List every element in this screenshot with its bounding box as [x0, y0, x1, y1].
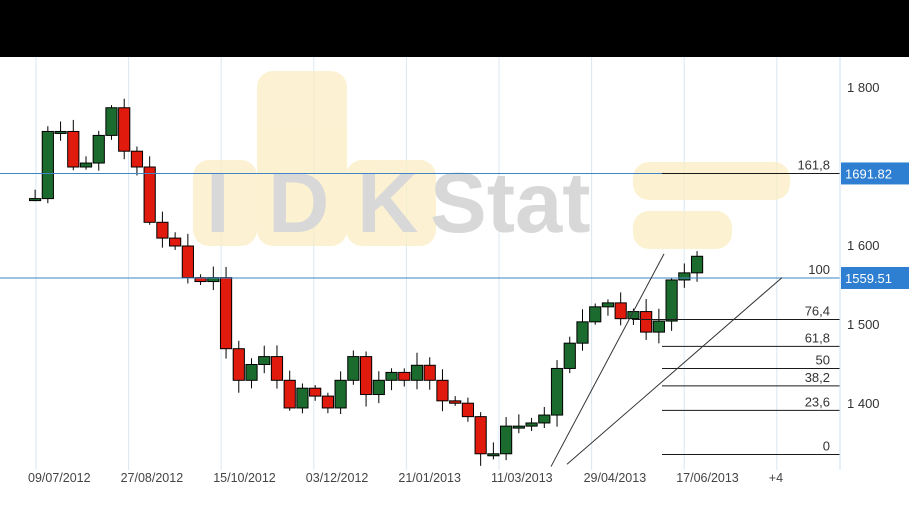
svg-text:27/08/2012: 27/08/2012 [121, 471, 184, 485]
svg-text:21/01/2013: 21/01/2013 [398, 471, 461, 485]
svg-text:161,8: 161,8 [797, 157, 830, 172]
svg-text:03/12/2012: 03/12/2012 [306, 471, 369, 485]
svg-text:29/04/2013: 29/04/2013 [584, 471, 647, 485]
svg-text:76,4: 76,4 [805, 303, 830, 318]
svg-text:15/10/2012: 15/10/2012 [213, 471, 276, 485]
svg-text:23,6: 23,6 [805, 394, 830, 409]
svg-text:11/03/2013: 11/03/2013 [491, 471, 553, 485]
svg-text:Stat: Stat [430, 156, 591, 251]
svg-text:50: 50 [816, 352, 830, 367]
svg-text:1 500: 1 500 [847, 317, 880, 332]
svg-text:1559.51: 1559.51 [845, 271, 892, 286]
svg-text:0: 0 [823, 439, 830, 454]
svg-text:100: 100 [808, 262, 830, 277]
svg-text:17/06/2013: 17/06/2013 [676, 471, 739, 485]
svg-text:1691.82: 1691.82 [845, 166, 892, 181]
svg-text:61,8: 61,8 [805, 330, 830, 345]
svg-text:09/07/2012: 09/07/2012 [28, 471, 91, 485]
svg-text:1 800: 1 800 [847, 80, 880, 95]
svg-text:D: D [268, 156, 329, 251]
svg-text:K: K [357, 156, 418, 251]
svg-text:1 600: 1 600 [847, 238, 880, 253]
svg-text:+4: +4 [769, 471, 783, 485]
svg-text:I: I [206, 156, 230, 251]
svg-text:1 400: 1 400 [847, 396, 880, 411]
svg-text:38,2: 38,2 [805, 370, 830, 385]
